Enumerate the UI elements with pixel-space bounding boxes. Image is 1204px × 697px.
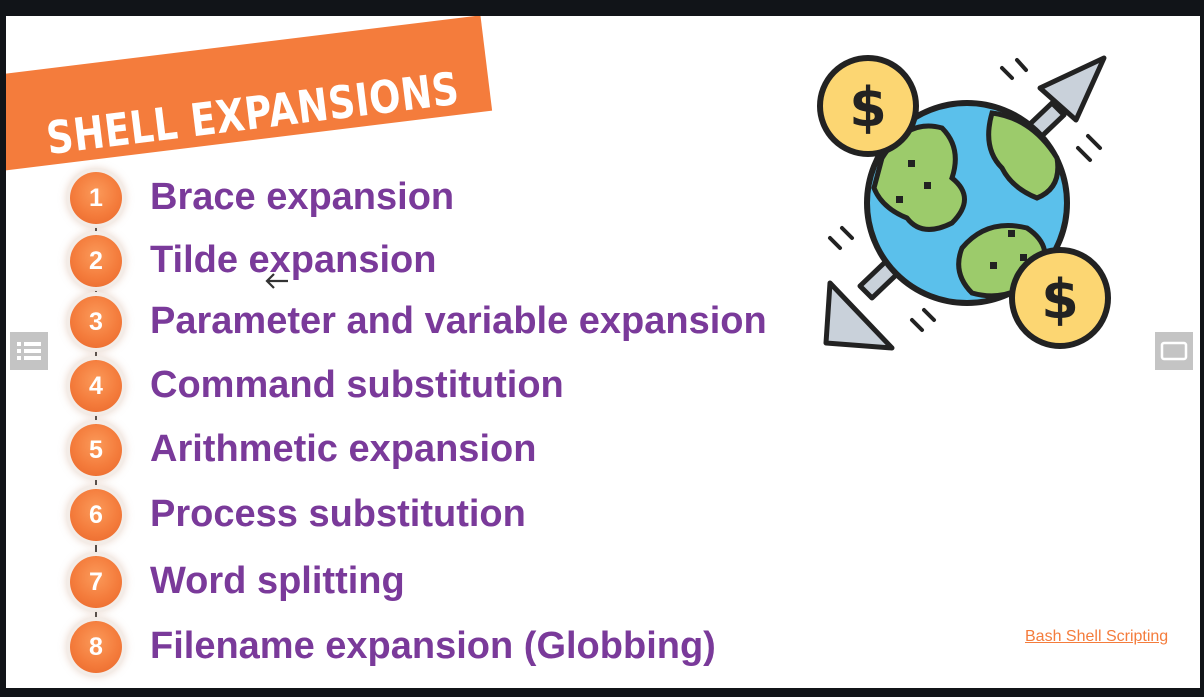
item-number-badge: 6 bbox=[70, 489, 122, 541]
slide: SHELL EXPANSIONS 1 Brace expansion 2 Til… bbox=[6, 16, 1200, 688]
item-label: Command substitution bbox=[150, 364, 564, 406]
item-label: Process substitution bbox=[150, 493, 526, 535]
list-icon bbox=[17, 342, 41, 360]
screen-icon bbox=[1160, 341, 1188, 361]
item-label: Word splitting bbox=[150, 560, 405, 602]
item-label: Parameter and variable expansion bbox=[150, 300, 767, 342]
globe-money-icon: $ $ bbox=[817, 55, 1111, 351]
item-number-badge: 1 bbox=[70, 172, 122, 224]
item-number-badge: 3 bbox=[70, 296, 122, 348]
svg-text:$: $ bbox=[1041, 268, 1079, 331]
item-number-badge: 2 bbox=[70, 235, 122, 287]
back-arrow-cursor-icon bbox=[265, 273, 288, 289]
item-label: Brace expansion bbox=[150, 176, 455, 218]
item-label: Arithmetic expansion bbox=[150, 428, 537, 470]
item-number-badge: 8 bbox=[70, 621, 122, 673]
list-menu-button[interactable] bbox=[10, 332, 48, 370]
item-number-badge: 7 bbox=[70, 556, 122, 608]
item-label: Filename expansion (Globbing) bbox=[150, 625, 716, 667]
item-label: Tilde expansion bbox=[150, 239, 437, 281]
screen-toggle-button[interactable] bbox=[1155, 332, 1193, 370]
svg-text:$: $ bbox=[849, 76, 887, 139]
item-number-badge: 4 bbox=[70, 360, 122, 412]
item-number-badge: 5 bbox=[70, 424, 122, 476]
footer-link[interactable]: Bash Shell Scripting bbox=[1025, 628, 1169, 645]
